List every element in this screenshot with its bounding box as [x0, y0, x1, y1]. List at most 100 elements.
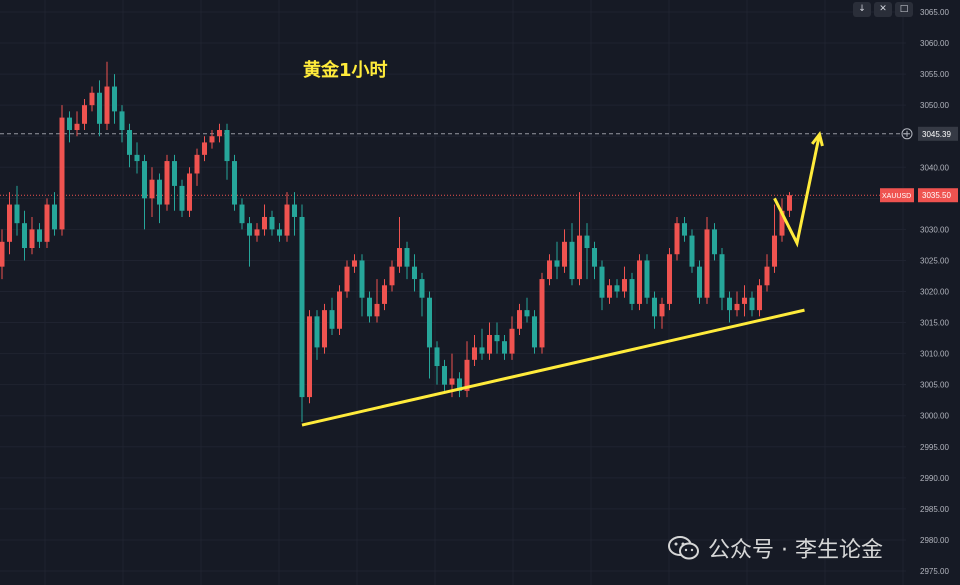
candle-body — [749, 297, 755, 311]
candle-body — [502, 341, 507, 354]
y-tick-label: 2980.00 — [920, 536, 949, 545]
candles — [0, 61, 792, 422]
candle-body — [59, 117, 65, 230]
candle-body — [517, 310, 522, 329]
candle-body — [29, 229, 35, 249]
candle-body — [442, 366, 447, 385]
candle-body — [674, 223, 680, 255]
candle-body — [74, 123, 80, 131]
candle-body — [367, 297, 372, 317]
candle-body — [344, 266, 350, 292]
candle-body — [359, 260, 365, 298]
crosshair-add-icon — [901, 128, 913, 140]
candle-body — [479, 347, 485, 354]
y-tick-label: 2985.00 — [920, 505, 949, 514]
candle-body — [644, 260, 650, 298]
candle-body — [97, 92, 102, 124]
candle-body — [562, 241, 567, 267]
last-price-tag — [918, 188, 958, 203]
scroll-down-button[interactable]: ↓ — [853, 2, 871, 17]
candle-body — [119, 111, 125, 131]
y-tick-label: 3040.00 — [920, 163, 949, 172]
candle-body — [157, 179, 162, 205]
y-tick-label: 2995.00 — [920, 443, 949, 452]
candle-body — [277, 229, 282, 236]
y-tick-label: 3000.00 — [920, 412, 949, 421]
grid — [0, 0, 906, 585]
chart-title: 黄金1小时 — [303, 60, 388, 81]
candle-body — [314, 316, 320, 348]
y-tick-label: 3020.00 — [920, 288, 949, 297]
candle-body — [667, 254, 672, 304]
candle-body — [704, 229, 710, 298]
candle-body — [202, 142, 207, 155]
close-button[interactable]: ✕ — [874, 2, 892, 17]
candle-body — [14, 204, 20, 224]
maximize-button[interactable]: □ — [895, 2, 913, 17]
y-tick-label: 3060.00 — [920, 39, 949, 48]
candle-body — [622, 279, 627, 292]
y-tick-label: 3065.00 — [920, 8, 949, 17]
candle-body — [569, 241, 575, 280]
candle-body — [524, 310, 530, 317]
candle-body — [89, 92, 95, 106]
candle-body — [322, 310, 327, 348]
candle-body — [82, 105, 87, 124]
y-tick-label: 3025.00 — [920, 256, 949, 265]
candle-body — [232, 161, 237, 205]
candle-body — [449, 378, 455, 385]
price-axis[interactable]: 3065.003060.003055.003050.003045.003040.… — [880, 0, 960, 585]
last-price-label: 3035.50 — [922, 191, 951, 200]
candle-body — [404, 248, 410, 267]
candle-body — [464, 359, 470, 391]
candle-body — [104, 86, 110, 124]
candle-body — [457, 378, 462, 391]
candle-body — [224, 130, 230, 162]
candle-body — [494, 334, 500, 342]
wechat-icon — [668, 535, 700, 561]
candle-body — [539, 279, 545, 348]
candle-body — [67, 117, 72, 131]
candle-body — [7, 204, 12, 242]
y-tick-label: 3015.00 — [920, 319, 949, 328]
candle-body — [434, 347, 440, 367]
candle-body — [22, 223, 27, 249]
candle-body — [682, 223, 687, 236]
candle-body — [764, 266, 770, 286]
crosshair-price-tag — [918, 126, 958, 141]
candle-body — [727, 297, 732, 311]
candle-body — [329, 310, 335, 329]
candle-body — [44, 204, 50, 242]
candle-body — [532, 316, 537, 348]
candle-body — [689, 235, 695, 267]
annotations — [301, 130, 824, 427]
y-tick-label: 2975.00 — [920, 567, 949, 576]
watermark-label: 公众号 · 李生论金 — [708, 538, 883, 563]
candle-body — [419, 279, 425, 298]
y-tick-label: 3055.00 — [920, 70, 949, 79]
crosshair-price-label: 3045.39 — [922, 130, 951, 139]
candle-body — [487, 334, 492, 354]
candle-body — [509, 328, 515, 354]
y-tick-label: 3010.00 — [920, 350, 949, 359]
y-tick-label: 3030.00 — [920, 225, 949, 234]
arrow-head — [811, 130, 824, 147]
candle-body — [772, 235, 777, 267]
candle-body — [659, 303, 665, 317]
candle-body — [397, 248, 402, 267]
candle-body — [592, 248, 597, 267]
chart-toolbar: ↓ ✕ □ — [853, 2, 913, 17]
y-tick-label: 2990.00 — [920, 474, 949, 483]
candle-body — [209, 136, 215, 143]
candle-body — [554, 260, 560, 267]
candle-body — [412, 266, 417, 280]
candle-body — [194, 154, 200, 174]
candle-body — [292, 204, 297, 217]
candle-body — [712, 229, 717, 255]
candle-body — [299, 216, 305, 398]
candle-body — [134, 154, 140, 162]
candle-body — [37, 229, 42, 242]
candle-body — [284, 204, 290, 236]
symbol-label: XAUUSD — [882, 193, 911, 200]
